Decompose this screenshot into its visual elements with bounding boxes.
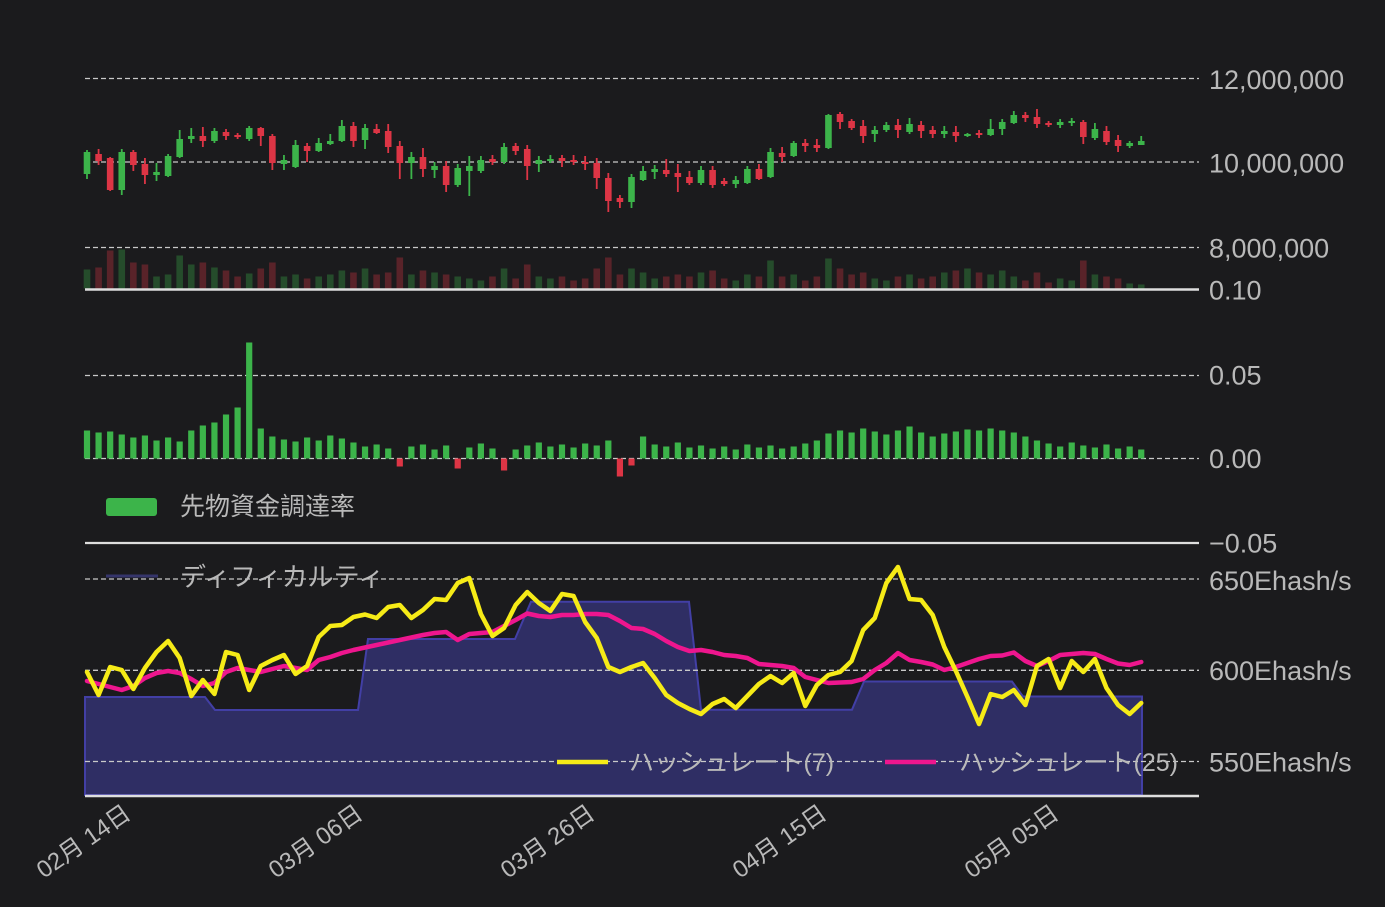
- svg-text:10,000,000: 10,000,000: [1209, 149, 1344, 179]
- svg-text:12,000,000: 12,000,000: [1209, 65, 1344, 95]
- svg-text:ハッシュレート(7): ハッシュレート(7): [629, 749, 834, 777]
- svg-text:0.00: 0.00: [1209, 444, 1262, 474]
- svg-text:0.05: 0.05: [1209, 361, 1262, 391]
- svg-text:8,000,000: 8,000,000: [1209, 234, 1329, 264]
- svg-text:650Ehash/s: 650Ehash/s: [1209, 566, 1352, 596]
- svg-text:550Ehash/s: 550Ehash/s: [1209, 748, 1352, 778]
- svg-text:0.10: 0.10: [1209, 276, 1262, 306]
- svg-text:ハッシュレート(25): ハッシュレート(25): [959, 749, 1178, 777]
- svg-text:ディフィカルティ: ディフィカルティ: [180, 562, 384, 592]
- svg-text:先物資金調達率: 先物資金調達率: [180, 493, 355, 521]
- svg-text:600Ehash/s: 600Ehash/s: [1209, 656, 1352, 686]
- svg-text:−0.05: −0.05: [1209, 529, 1277, 559]
